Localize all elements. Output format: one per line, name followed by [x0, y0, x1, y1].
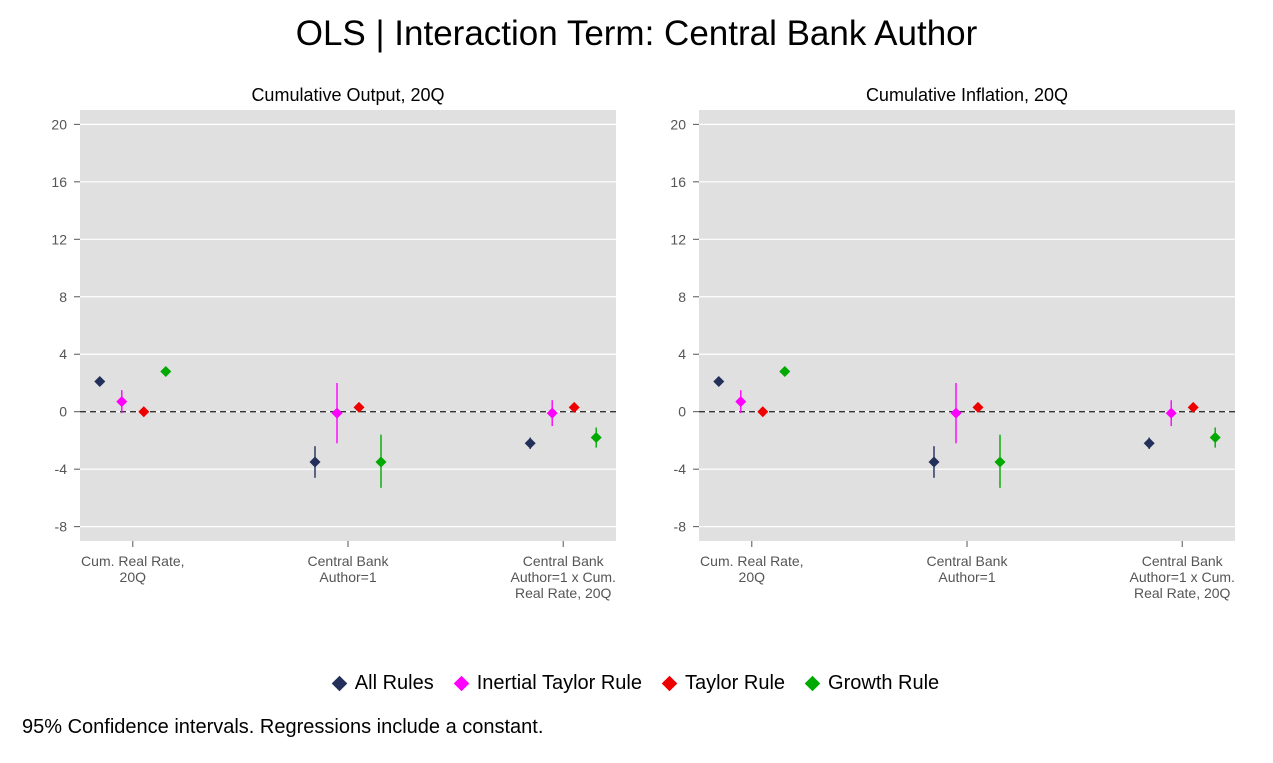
legend-diamond-icon [331, 675, 348, 692]
data-point [1143, 437, 1155, 449]
y-tick-label: -4 [674, 461, 687, 477]
panel-title: Cumulative Output, 20Q [251, 85, 444, 105]
data-point [735, 396, 747, 408]
legend-label: Growth Rule [828, 672, 940, 694]
x-tick-label: Central Bank [523, 553, 605, 569]
legend-item: Inertial Taylor Rule [453, 672, 642, 695]
data-point [138, 406, 150, 418]
data-point [1165, 407, 1177, 419]
legend-label: All Rules [354, 672, 434, 694]
y-tick-label: 20 [51, 116, 67, 132]
y-tick-label: 16 [51, 174, 67, 190]
data-point [950, 407, 962, 419]
y-tick-label: 0 [678, 404, 686, 420]
legend-label: Taylor Rule [684, 672, 786, 694]
data-point [972, 401, 984, 413]
x-tick-label: Real Rate, 20Q [515, 585, 612, 601]
data-point [375, 456, 387, 468]
data-point [1187, 401, 1199, 413]
y-tick-label: 8 [678, 289, 686, 305]
data-point [779, 365, 791, 377]
data-point [1209, 432, 1221, 444]
plot-background [699, 110, 1235, 541]
y-tick-label: -4 [55, 461, 68, 477]
y-tick-label: 0 [59, 404, 67, 420]
data-point [331, 407, 343, 419]
data-point [757, 406, 769, 418]
x-tick-label: Cum. Real Rate, [700, 553, 803, 569]
data-point [353, 401, 365, 413]
y-tick-label: 12 [670, 231, 686, 247]
data-point [590, 432, 602, 444]
x-tick-label: Central Bank [1142, 553, 1224, 569]
data-point [568, 401, 580, 413]
x-tick-label: Cum. Real Rate, [81, 553, 184, 569]
data-point [928, 456, 940, 468]
data-point [160, 365, 172, 377]
y-tick-label: -8 [55, 519, 68, 535]
x-tick-label: Real Rate, 20Q [1134, 585, 1231, 601]
x-tick-label: Author=1 x Cum. [510, 569, 615, 585]
legend-diamond-icon [804, 675, 821, 692]
legend-diamond-icon [453, 675, 469, 692]
legend-item: All Rules [331, 672, 434, 695]
y-tick-label: 4 [59, 346, 67, 362]
legend-label: Inertial Taylor Rule [476, 672, 642, 694]
legend: All Rules Inertial Taylor Rule Taylor Rule… [0, 672, 1273, 695]
data-point [524, 437, 536, 449]
y-tick-label: 8 [59, 289, 67, 305]
y-tick-label: 12 [51, 231, 67, 247]
x-tick-label: 20Q [739, 569, 766, 585]
legend-item: Taylor Rule [661, 672, 786, 695]
y-tick-label: 4 [678, 346, 686, 362]
y-tick-label: 16 [670, 174, 686, 190]
legend-diamond-icon [661, 675, 678, 692]
chart-title: OLS | Interaction Term: Central Bank Aut… [295, 14, 978, 53]
plot-background [80, 110, 616, 541]
data-point [94, 376, 106, 388]
x-tick-label: Author=1 [938, 569, 995, 585]
data-point [309, 456, 321, 468]
x-tick-label: Author=1 x Cum. [1129, 569, 1234, 585]
y-tick-label: -8 [674, 519, 687, 535]
y-tick-label: 20 [670, 116, 686, 132]
x-tick-label: Author=1 [319, 569, 376, 585]
x-tick-label: Central Bank [308, 553, 390, 569]
legend-item: Growth Rule [804, 672, 940, 695]
x-tick-label: 20Q [120, 569, 147, 585]
data-point [546, 407, 558, 419]
x-tick-label: Central Bank [927, 553, 1009, 569]
data-point [994, 456, 1006, 468]
data-point [116, 396, 128, 408]
footnote: 95% Confidence intervals. Regressions in… [22, 716, 544, 738]
data-point [713, 376, 725, 388]
panel-title: Cumulative Inflation, 20Q [866, 85, 1068, 105]
